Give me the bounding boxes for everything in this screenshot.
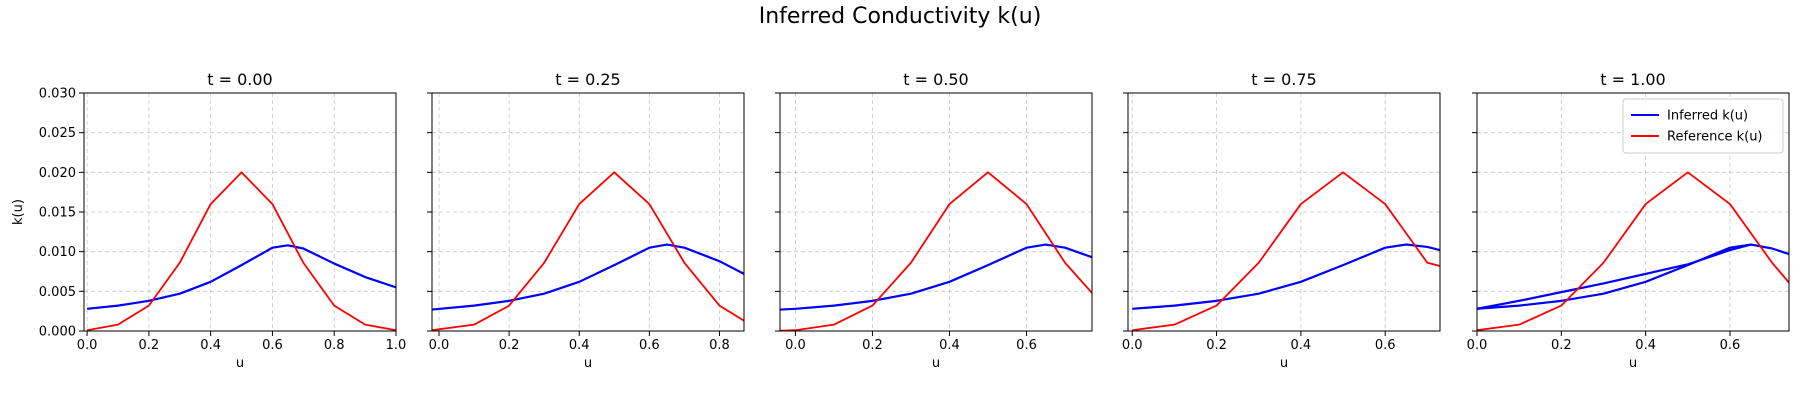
x-tick-label: 0.6 — [1375, 338, 1396, 353]
reference-k-line — [432, 171, 744, 331]
y-tick-label: 0.010 — [39, 245, 76, 260]
subplot-title: t = 0.50 — [903, 70, 968, 89]
y-tick-label: 0.025 — [39, 126, 76, 141]
x-tick-label: 0.0 — [1122, 338, 1143, 353]
subplot-2: 0.0 0.2 0.4 0.6 t = 0.50 u — [775, 70, 1093, 371]
inferred-k-line — [86, 244, 396, 310]
x-tick-label: 0.2 — [862, 338, 883, 353]
inferred-k-line — [1477, 243, 1752, 310]
inferred-k-line — [1132, 243, 1440, 310]
subplot-3: 0.0 0.2 0.4 0.6 t = 0.75 u — [1122, 70, 1441, 371]
x-tick-label: 0.2 — [139, 338, 160, 353]
x-tick-label: 0.2 — [1551, 338, 1572, 353]
legend: Inferred k(u) Reference k(u) — [1622, 98, 1784, 154]
legend-box — [1622, 98, 1784, 154]
inferred-k-line — [780, 243, 1092, 311]
y-axis-label: k(u) — [11, 199, 26, 225]
y-tick-label: 0.020 — [39, 166, 76, 181]
y-tick-label: 0.030 — [39, 87, 76, 102]
subplot-4: 0.0 0.2 0.4 0.6 t = 1.00 u Inferred k(u) Refere… — [1467, 70, 1790, 371]
x-axis-label: u — [584, 356, 592, 371]
y-tick-label: 0.000 — [39, 325, 76, 340]
reference-k-line — [1477, 171, 1789, 331]
x-tick-label: 0.6 — [262, 338, 283, 353]
inferred-k-line — [1477, 243, 1789, 310]
reference-k-line — [1132, 171, 1440, 331]
x-tick-label: 0.0 — [785, 338, 806, 353]
x-tick-label: 0.4 — [200, 338, 221, 353]
x-tick-label: 0.0 — [77, 338, 98, 353]
subplot-title: t = 0.25 — [555, 70, 620, 89]
subplot-title: t = 1.00 — [1600, 70, 1665, 89]
x-axis-label: u — [236, 356, 244, 371]
x-tick-label: 0.4 — [1635, 338, 1656, 353]
subplot-1: 0.0 0.2 0.4 0.6 0.8 t = 0.25 u — [427, 70, 745, 371]
legend-label: Reference k(u) — [1667, 130, 1763, 145]
x-tick-label: 0.4 — [569, 338, 590, 353]
legend-label: Inferred k(u) — [1667, 109, 1748, 124]
x-tick-label: 0.2 — [499, 338, 520, 353]
subplot-title: t = 0.75 — [1251, 70, 1316, 89]
y-tick-label: 0.005 — [39, 285, 76, 300]
x-tick-label: 0.4 — [939, 338, 960, 353]
x-tick-label: 0.6 — [1016, 338, 1037, 353]
x-axis-label: u — [932, 356, 940, 371]
x-tick-label: 0.0 — [429, 338, 450, 353]
x-axis-label: u — [1629, 356, 1637, 371]
x-axis-label: u — [1280, 356, 1288, 371]
x-tick-label: 0.6 — [1720, 338, 1741, 353]
x-tick-label: 0.6 — [639, 338, 660, 353]
x-tick-label: 0.0 — [1467, 338, 1488, 353]
subplot-title: t = 0.00 — [207, 70, 272, 89]
x-tick-label: 0.2 — [1206, 338, 1227, 353]
reference-k-line — [780, 171, 1092, 331]
figure-title: Inferred Conductivity k(u) — [758, 4, 1042, 29]
y-tick-label: 0.015 — [39, 206, 76, 221]
x-tick-label: 1.0 — [386, 338, 407, 353]
x-tick-label: 0.4 — [1291, 338, 1312, 353]
subplot-0: 0.0 0.2 0.4 0.6 0.8 1.0 0.000 0.005 0.010 0.015 0.… — [11, 70, 406, 371]
reference-k-line — [86, 171, 396, 331]
x-tick-label: 0.8 — [709, 338, 730, 353]
inferred-k-line — [432, 243, 744, 311]
x-tick-label: 0.8 — [324, 338, 345, 353]
